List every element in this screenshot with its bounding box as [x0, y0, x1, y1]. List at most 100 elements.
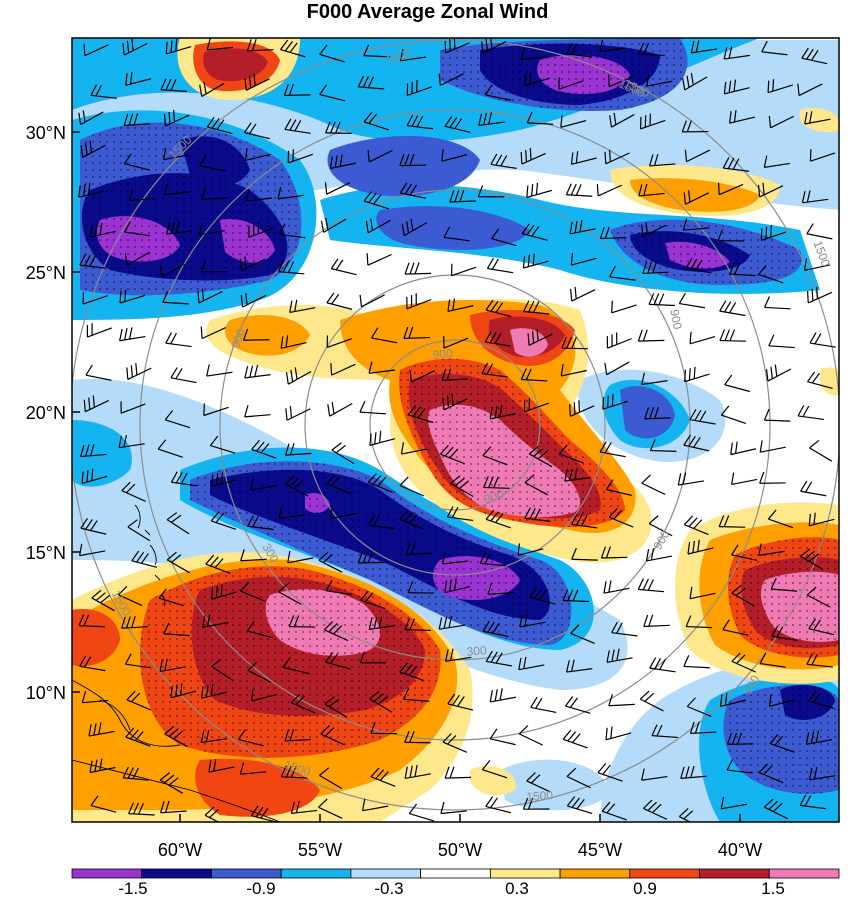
wind-barb [479, 552, 507, 567]
wind-barb [284, 443, 312, 456]
wind-barb [644, 406, 671, 420]
wind-barb [444, 766, 472, 779]
wind-barb [769, 734, 795, 753]
wind-barb [649, 657, 676, 673]
wind-barb [159, 772, 183, 794]
wind-barb [520, 47, 548, 61]
wind-barb [717, 182, 744, 196]
wind-barb [558, 444, 584, 464]
wind-barb [682, 218, 710, 231]
wind-barb [487, 582, 514, 595]
wind-barb [80, 140, 106, 158]
wind-barb [649, 439, 677, 453]
wind-barb [287, 550, 314, 564]
wind-barb [246, 620, 273, 639]
wind-barb [441, 552, 469, 565]
wind-barb [399, 48, 427, 62]
map-title: F000 Average Zonal Wind [306, 1, 549, 23]
wind-barb [323, 620, 349, 642]
wind-barb [689, 409, 716, 425]
wind-barb [651, 724, 678, 739]
wind-barb [127, 519, 151, 542]
wind-barb [359, 400, 386, 415]
wind-barb [163, 147, 190, 161]
wind-barb [642, 799, 668, 820]
wind-barb [731, 472, 758, 486]
wind-barb [250, 805, 277, 822]
wind-barb [648, 153, 676, 167]
wind-barb [403, 688, 430, 702]
wind-barb [599, 39, 626, 53]
wind-barb [560, 364, 587, 377]
wind-barb [491, 228, 517, 247]
wind-barb [399, 182, 426, 199]
wind-barb [726, 759, 753, 774]
lon-label-60w: 60°W [158, 840, 202, 860]
wind-barb [78, 182, 105, 198]
wind-barb [209, 435, 236, 454]
wind-barb [758, 264, 784, 284]
stipple-se [723, 685, 839, 794]
wind-barb [123, 153, 150, 171]
wind-barb [278, 583, 302, 605]
wind-barb [319, 84, 346, 102]
wind-barb [251, 439, 277, 459]
wind-barb [200, 187, 228, 200]
wind-barb [608, 694, 635, 707]
wind-barb [211, 658, 234, 682]
wind-barb [797, 83, 823, 97]
lat-label-10: 10°N [26, 683, 66, 703]
wind-barb [280, 335, 307, 349]
wind-barb [170, 471, 198, 487]
wind-barb [119, 327, 146, 342]
wind-barb [771, 625, 798, 641]
wind-barb [489, 728, 516, 746]
wind-barb [79, 655, 106, 672]
wind-barb [166, 512, 190, 535]
wind-barb [319, 767, 343, 790]
wind-barb [244, 73, 270, 91]
colorbar-swatch [768, 868, 840, 879]
wind-barb [562, 729, 588, 749]
wind-barb [371, 327, 398, 344]
stipple-north [440, 38, 688, 111]
wind-barb [124, 653, 152, 669]
colorbar-swatch [71, 868, 143, 879]
wind-barb [280, 765, 308, 779]
wind-barb [404, 730, 431, 744]
wind-barb [157, 439, 184, 458]
wind-barb [645, 548, 673, 562]
wind-barb [486, 257, 514, 274]
wind-barb [686, 697, 712, 717]
wind-barb [450, 475, 474, 498]
wind-barb [160, 800, 187, 814]
wind-barb [608, 508, 634, 528]
wind-barb [765, 364, 792, 382]
wind-barb [326, 292, 353, 310]
wind-barb [202, 614, 229, 628]
wind-barb [570, 151, 597, 165]
wind-barb [128, 188, 156, 201]
wind-barb [565, 659, 593, 673]
wind-barb [648, 293, 676, 307]
wind-barb [441, 368, 469, 382]
wind-barb [719, 693, 746, 708]
wind-barb [88, 722, 115, 737]
wind-barb [608, 74, 634, 88]
wind-barb [600, 546, 628, 559]
redorange-far-west [72, 609, 120, 667]
yellow-se-small [470, 766, 516, 796]
yellow-east-mid [820, 367, 839, 396]
wind-barb [318, 551, 343, 573]
colorbar-swatch [559, 868, 631, 879]
wind-barb [204, 806, 220, 822]
wind-barb [489, 688, 516, 703]
wind-barb [83, 43, 109, 57]
lightblue-blob-south [500, 759, 610, 811]
wind-barb [808, 767, 836, 781]
wind-barb [166, 551, 191, 574]
wind-barb [611, 621, 638, 637]
wind-barb [163, 183, 191, 196]
wind-barb [648, 515, 673, 537]
wind-barb [759, 652, 786, 668]
